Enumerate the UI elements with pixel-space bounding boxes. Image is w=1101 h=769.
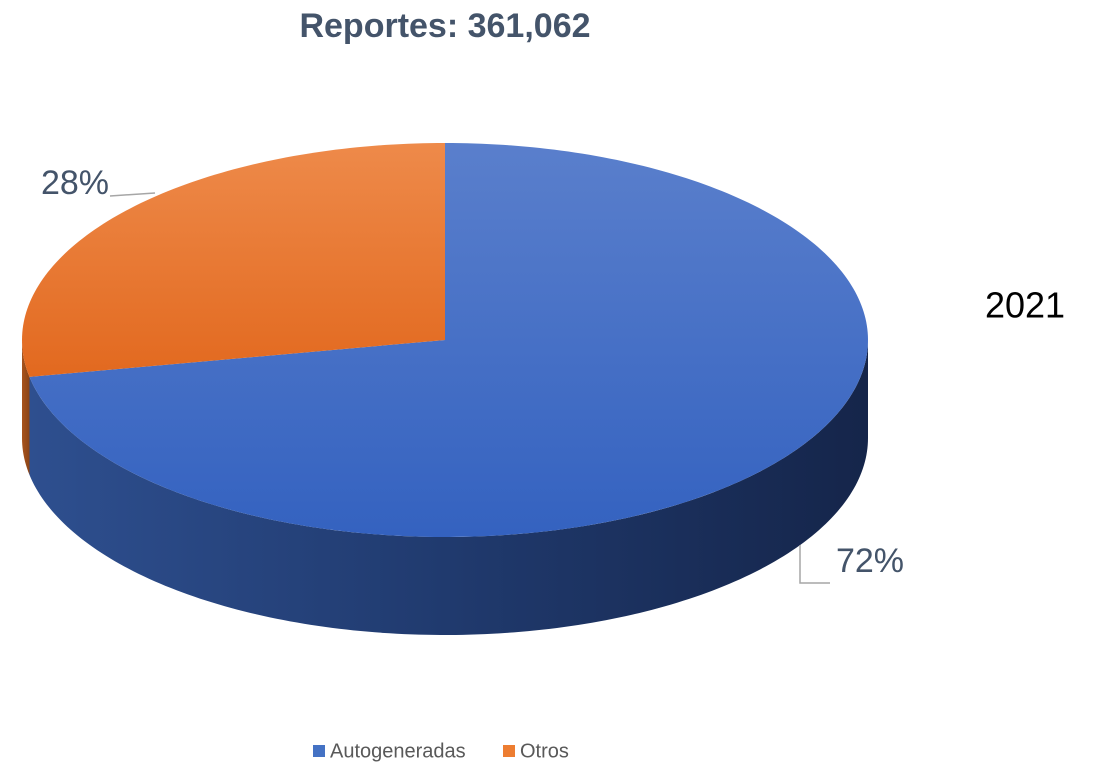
annotation: 2021 bbox=[985, 285, 1065, 326]
legend-swatch bbox=[313, 745, 325, 757]
slice-side bbox=[29, 340, 868, 635]
data-label: 28% bbox=[41, 164, 109, 202]
legend-label: Autogeneradas bbox=[330, 740, 466, 762]
chart-title: Reportes: 361,062 bbox=[299, 7, 590, 45]
legend-swatch bbox=[503, 745, 515, 757]
leader-line bbox=[799, 545, 830, 584]
leader-line bbox=[109, 192, 156, 197]
slice bbox=[29, 143, 868, 537]
slice bbox=[22, 143, 446, 377]
legend-label: Otros bbox=[520, 740, 569, 762]
slice-side bbox=[22, 340, 30, 475]
data-label: 72% bbox=[836, 542, 904, 580]
